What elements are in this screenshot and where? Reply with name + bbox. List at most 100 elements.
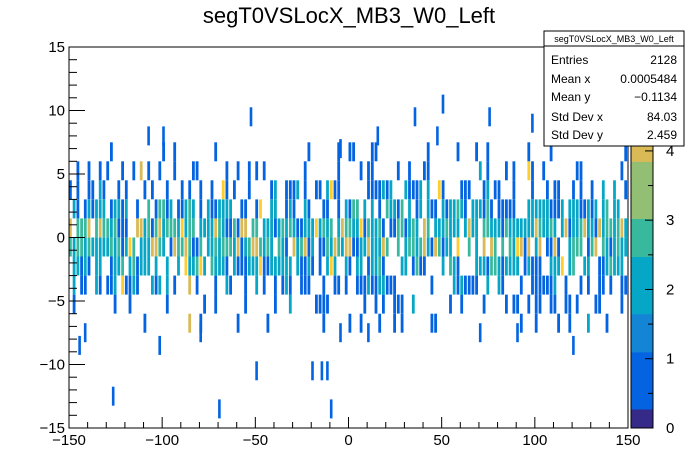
palette-segment	[631, 180, 653, 200]
stats-std-x-value: 84.03	[647, 110, 677, 124]
heatmap-bin	[534, 199, 538, 219]
heatmap-bin	[337, 199, 341, 219]
heatmap-bin	[382, 256, 385, 276]
heatmap-bin	[426, 180, 430, 200]
heatmap-bin	[594, 199, 598, 219]
heatmap-bin	[408, 218, 411, 238]
heatmap-bin	[165, 218, 169, 238]
heatmap-bin	[527, 199, 531, 219]
heatmap-bin	[415, 180, 419, 200]
heatmap-bin	[311, 218, 314, 238]
heatmap-bin	[341, 237, 344, 257]
heatmap-bin	[270, 180, 273, 200]
heatmap-bin	[605, 237, 609, 257]
heatmap-bin	[512, 237, 516, 257]
heatmap-bin	[579, 237, 583, 257]
heatmap-bin	[404, 256, 408, 276]
heatmap-bin	[274, 294, 277, 314]
heatmap-bin	[527, 161, 531, 181]
heatmap-bin	[508, 256, 512, 276]
heatmap-bin	[486, 161, 490, 181]
heatmap-bin	[378, 313, 382, 333]
heatmap-bin	[478, 256, 482, 276]
heatmap-bin	[488, 107, 491, 127]
heatmap-bin	[173, 142, 177, 162]
heatmap-bin	[367, 180, 370, 200]
heatmap-bin	[423, 218, 426, 238]
heatmap-bin	[333, 180, 337, 200]
heatmap-bin	[519, 275, 523, 295]
heatmap-bin	[382, 275, 385, 295]
heatmap-bin	[102, 180, 106, 200]
heatmap-bin	[572, 199, 575, 219]
heatmap-bin	[396, 218, 400, 238]
heatmap-bin	[512, 161, 516, 181]
heatmap-bin	[534, 256, 538, 276]
heatmap-bin	[262, 161, 266, 181]
heatmap-bin	[419, 256, 423, 276]
heatmap-bin	[206, 237, 210, 257]
heatmap-bin	[281, 218, 285, 238]
palette-segment	[631, 408, 653, 429]
heatmap-bin	[352, 237, 355, 257]
heatmap-bin	[300, 237, 303, 257]
heatmap-bin	[568, 199, 572, 219]
heatmap-bin	[262, 237, 266, 257]
heatmap-bin	[296, 237, 300, 257]
heatmap-bin	[475, 237, 478, 257]
heatmap-bin	[72, 237, 76, 257]
heatmap-bin	[259, 256, 262, 276]
heatmap-bin	[538, 199, 542, 219]
x-tick-label: −150	[52, 432, 86, 449]
heatmap-bin	[266, 313, 270, 333]
heatmap-bin	[95, 275, 98, 295]
heatmap-bin	[352, 142, 355, 162]
heatmap-bin	[274, 199, 277, 219]
heatmap-bin	[374, 256, 378, 276]
heatmap-bin	[117, 199, 121, 219]
heatmap-bin	[281, 256, 285, 276]
heatmap-bin	[374, 237, 378, 257]
heatmap-bin	[173, 275, 177, 295]
heatmap-bin	[441, 218, 445, 238]
heatmap-bin	[587, 275, 590, 295]
heatmap-bin	[538, 237, 542, 257]
heatmap-bin	[549, 237, 553, 257]
heatmap-bin	[452, 218, 456, 238]
heatmap-bin	[214, 294, 218, 314]
heatmap-bin	[478, 323, 482, 343]
heatmap-bin	[605, 199, 609, 219]
heatmap-bin	[303, 237, 307, 257]
heatmap-bin	[225, 237, 229, 257]
heatmap-bin	[609, 237, 613, 257]
heatmap-bin	[311, 237, 314, 257]
heatmap-bin	[236, 218, 240, 238]
heatmap-bin	[341, 218, 344, 238]
heatmap-bin	[288, 199, 292, 219]
heatmap-bin	[378, 199, 382, 219]
heatmap-bin	[218, 399, 221, 419]
heatmap-bin	[199, 323, 202, 343]
heatmap-bin	[512, 218, 516, 238]
heatmap-bin	[113, 256, 117, 276]
heatmap-bin	[303, 161, 307, 181]
heatmap-bin	[512, 294, 516, 314]
heatmap-bin	[247, 237, 251, 257]
heatmap-bin	[616, 199, 620, 219]
heatmap-bin	[553, 256, 557, 276]
heatmap-bin	[400, 199, 404, 219]
heatmap-bin	[136, 256, 139, 276]
heatmap-bin	[210, 237, 214, 257]
heatmap-bin	[255, 218, 259, 238]
y-tick-label: 5	[57, 166, 65, 183]
heatmap-bin	[437, 237, 441, 257]
heatmap-bin	[579, 275, 583, 295]
palette-segment	[631, 142, 653, 162]
stats-mean-y-value: −0.1134	[634, 90, 677, 104]
heatmap-bin	[80, 218, 83, 238]
heatmap-bin	[110, 218, 113, 238]
heatmap-bin	[587, 218, 590, 238]
heatmap-bin	[274, 256, 277, 276]
heatmap-bin	[333, 275, 337, 295]
heatmap-bin	[449, 294, 452, 314]
